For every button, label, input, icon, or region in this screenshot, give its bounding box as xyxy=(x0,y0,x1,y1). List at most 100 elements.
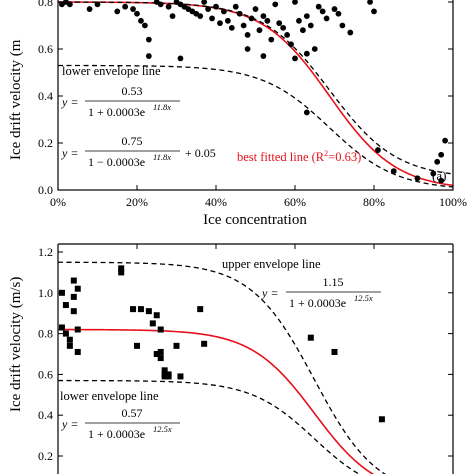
data-point xyxy=(66,336,73,343)
data-point xyxy=(414,175,421,182)
data-point xyxy=(221,8,227,15)
data-point xyxy=(272,1,279,8)
data-point xyxy=(307,334,314,341)
y-tick-label: 0.6 xyxy=(38,42,53,56)
data-point xyxy=(371,8,377,15)
data-point xyxy=(66,1,73,8)
data-point xyxy=(70,293,77,300)
data-point xyxy=(367,0,373,5)
data-point xyxy=(307,22,314,29)
data-point xyxy=(236,10,243,17)
panel-b-lower-eq-den: 1 + 0.0003e xyxy=(88,427,145,441)
data-point xyxy=(197,306,204,313)
data-point xyxy=(145,308,152,315)
data-point xyxy=(114,8,121,15)
x-tick-label: 60% xyxy=(284,195,306,209)
y-tick-label: 0.8 xyxy=(38,327,53,341)
data-point xyxy=(74,348,81,355)
data-point xyxy=(331,348,338,355)
panel-b-curves xyxy=(58,261,386,474)
panel-a-upper-eq-den: 1 − 0.0003e xyxy=(88,155,145,169)
y-tick-label: 1.2 xyxy=(38,245,53,259)
data-point xyxy=(161,373,168,380)
data-point xyxy=(130,6,136,12)
data-point xyxy=(145,53,152,59)
data-point xyxy=(292,55,298,62)
data-point xyxy=(323,15,330,22)
data-point xyxy=(201,0,208,5)
data-point xyxy=(303,109,310,116)
data-point xyxy=(157,348,164,355)
panel-b-lower-eq-exp: 12.5x xyxy=(153,424,172,434)
data-point xyxy=(264,17,271,24)
data-point xyxy=(86,6,93,12)
panel-a-fit-label: best fitted line (R2=0.63) xyxy=(237,149,361,164)
data-point xyxy=(145,36,152,43)
data-point xyxy=(74,285,81,292)
series-line-fitted-line xyxy=(58,328,375,474)
panel-a-x-axis-title: Ice concentration xyxy=(203,212,307,228)
data-point xyxy=(442,137,448,144)
data-point xyxy=(66,342,73,349)
panel-b-lower-eq-y: y = xyxy=(61,417,78,431)
x-tick-label: 20% xyxy=(126,195,148,209)
x-tick-label: 40% xyxy=(205,195,227,209)
panel-a-lower-eq-den: 1 + 0.0003e xyxy=(88,105,145,119)
data-point xyxy=(335,10,342,17)
panel-a-lower-envelope-label: lower envelope line xyxy=(62,64,161,78)
panel-a-y-axis-title: Ice drift velocity (m xyxy=(8,39,24,160)
panel-a-upper-eq-num: 0.75 xyxy=(122,134,143,148)
data-point xyxy=(197,13,204,19)
panel-a-lower-eq-num: 0.53 xyxy=(122,84,143,98)
series-line-lower-envelope-line xyxy=(58,64,453,188)
x-tick-label: 0% xyxy=(50,195,66,209)
data-point xyxy=(153,312,160,319)
panel-a-upper-eq-tail: + 0.05 xyxy=(185,146,216,160)
data-point xyxy=(438,151,445,158)
panel-a-lower-eq-y: y = xyxy=(61,95,78,109)
data-point xyxy=(169,13,176,19)
data-point xyxy=(331,6,338,12)
data-point xyxy=(268,36,275,43)
data-point xyxy=(244,46,251,52)
series-line-lower-envelope-line xyxy=(58,379,361,474)
panel-a-upper-eq-exp: 11.8x xyxy=(153,152,171,162)
data-point xyxy=(118,265,125,272)
data-point xyxy=(252,6,259,12)
data-point xyxy=(224,17,231,24)
data-point xyxy=(62,302,69,309)
x-tick-label: 80% xyxy=(363,195,385,209)
panel-b-upper-eq-num: 1.15 xyxy=(323,275,344,289)
data-point xyxy=(70,277,77,284)
data-point xyxy=(303,13,310,19)
data-point xyxy=(157,1,164,8)
panel-b-upper-eq-exp: 12.5x xyxy=(354,293,373,303)
data-point xyxy=(284,32,290,38)
data-point xyxy=(311,46,318,52)
data-point xyxy=(74,326,81,333)
series-line-upper-envelope-line xyxy=(58,1,453,175)
data-point xyxy=(248,15,255,22)
y-tick-label: 0.6 xyxy=(38,367,53,381)
data-point xyxy=(430,170,437,177)
data-point xyxy=(288,41,294,48)
panel-b-lower-envelope-label: lower envelope line xyxy=(60,389,159,403)
series-line-best-fitted-line-r-0-63 xyxy=(58,1,453,187)
data-point xyxy=(134,10,140,17)
series-line-upper-envelope-line xyxy=(58,261,386,474)
panel-b-points xyxy=(58,265,385,423)
data-point xyxy=(256,27,263,34)
data-point xyxy=(228,24,235,31)
y-tick-label: 0.2 xyxy=(38,449,53,463)
data-point xyxy=(280,24,287,31)
data-point xyxy=(339,22,346,29)
panel-b-upper-eq-y: y = xyxy=(261,286,278,300)
data-point xyxy=(205,6,212,12)
data-point xyxy=(347,29,354,36)
panel-b-y-ticks: 0.2 0.4 0.6 0.8 1.0 1.2 xyxy=(38,245,453,463)
data-point xyxy=(260,13,267,19)
data-point xyxy=(217,20,223,27)
data-point xyxy=(378,416,385,423)
data-point xyxy=(165,373,172,380)
data-point xyxy=(58,324,65,331)
